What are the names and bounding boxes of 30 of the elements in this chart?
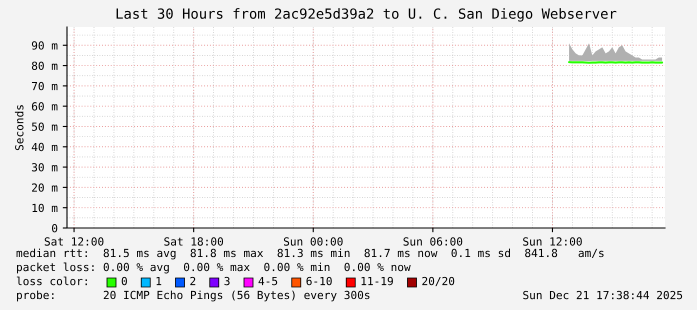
x-tick-label: Sun 12:00 <box>523 237 582 246</box>
x-tick-label: Sat 18:00 <box>164 237 224 246</box>
y-tick-label: 10 m <box>32 204 58 212</box>
legend-label: 3 <box>224 276 230 286</box>
legend-label: 2 <box>190 276 196 286</box>
y-tick-label: 50 m <box>32 122 58 131</box>
legend-title: loss color: <box>16 276 87 286</box>
y-tick-label: 20 m <box>32 183 58 192</box>
x-tick-label: Sat 12:00 <box>44 237 104 246</box>
text: probe: 20 ICMP Echo Pings (56 Bytes) every 300s <box>17 290 370 302</box>
y-tick-label: 60 m <box>32 102 58 111</box>
y-axis-title: Seconds <box>14 105 24 150</box>
text: median rtt: 81.5 ms avg 81.8 ms max 81.3 ms min 81.7 ms now 0.1 ms sd 841.8 am/s <box>16 248 604 260</box>
legend-label: 1 <box>156 276 162 286</box>
x-tick-label: Sun 00:00 <box>284 237 343 246</box>
y-tick-label: 70 m <box>32 82 58 90</box>
legend-label: 6-10 <box>306 276 332 286</box>
legend-label: 11-19 <box>362 276 393 286</box>
y-tick-label: 40 m <box>32 142 58 152</box>
chart-title: Last 30 Hours from 2ac92e5d39a2 to U. C. San Diego Webserver <box>116 8 616 22</box>
y-tick-label: 90 m <box>32 41 58 50</box>
y-tick-label: 30 m <box>32 163 58 172</box>
legend-label: 20/20 <box>422 276 454 286</box>
x-tick-label: Sun 06:00 <box>404 237 462 246</box>
legend-label: 4-5 <box>258 276 278 286</box>
text: Sun Dec 21 17:38:44 2025 <box>523 290 682 300</box>
y-tick-label: 80 m <box>32 62 58 70</box>
y-tick-label: 0 <box>52 224 58 232</box>
legend-label: 0 <box>122 276 127 286</box>
text: packet loss: 0.00 % avg 0.00 % max 0.00 % min 0.00 % now <box>17 262 411 274</box>
